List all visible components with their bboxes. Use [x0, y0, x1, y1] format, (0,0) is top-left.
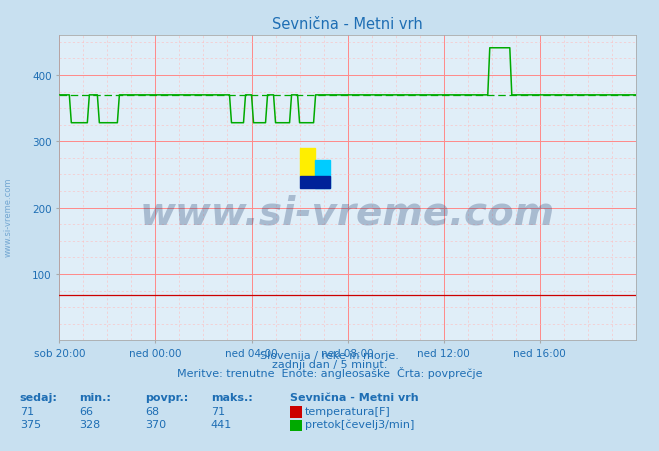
Text: Slovenija / reke in morje.: Slovenija / reke in morje. — [260, 350, 399, 360]
Text: min.:: min.: — [79, 392, 111, 402]
Text: 66: 66 — [79, 406, 93, 416]
Text: zadnji dan / 5 minut.: zadnji dan / 5 minut. — [272, 359, 387, 369]
Text: 370: 370 — [145, 419, 166, 429]
Text: Sevnična - Metni vrh: Sevnična - Metni vrh — [290, 392, 418, 402]
Bar — [301, 176, 330, 189]
Bar — [316, 161, 330, 189]
Text: 441: 441 — [211, 419, 232, 429]
Text: www.si-vreme.com: www.si-vreme.com — [140, 193, 556, 232]
Text: 328: 328 — [79, 419, 100, 429]
Text: Meritve: trenutne  Enote: angleosaške  Črta: povprečje: Meritve: trenutne Enote: angleosaške Črt… — [177, 367, 482, 378]
Text: www.si-vreme.com: www.si-vreme.com — [3, 177, 13, 256]
Text: sedaj:: sedaj: — [20, 392, 57, 402]
Bar — [301, 149, 316, 176]
Title: Sevnična - Metni vrh: Sevnična - Metni vrh — [272, 17, 423, 32]
Text: 68: 68 — [145, 406, 159, 416]
Text: 71: 71 — [20, 406, 34, 416]
Text: povpr.:: povpr.: — [145, 392, 188, 402]
Text: 375: 375 — [20, 419, 41, 429]
Text: temperatura[F]: temperatura[F] — [305, 406, 391, 416]
Text: 71: 71 — [211, 406, 225, 416]
Text: pretok[čevelj3/min]: pretok[čevelj3/min] — [305, 419, 415, 429]
Text: maks.:: maks.: — [211, 392, 252, 402]
